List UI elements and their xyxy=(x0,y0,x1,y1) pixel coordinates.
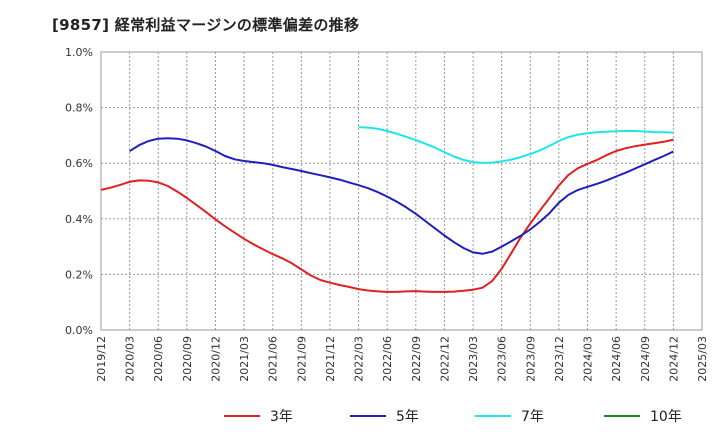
series-line-3年 xyxy=(100,138,674,293)
legend-label: 10年 xyxy=(650,409,682,425)
x-tick-label: 2022/03 xyxy=(353,336,366,382)
x-tick-label: 2020/09 xyxy=(181,336,194,382)
chart-legend: 3年 5年 7年 10年 xyxy=(0,404,720,428)
legend-label: 7年 xyxy=(521,409,544,425)
x-tick-label: 2023/06 xyxy=(496,336,509,382)
x-tick-label: 2022/06 xyxy=(381,336,394,382)
x-tick-label: 2024/09 xyxy=(639,336,652,382)
x-tick-label: 2020/03 xyxy=(124,336,137,382)
x-tick-label: 2022/12 xyxy=(438,336,451,382)
x-tick-label: 2024/06 xyxy=(610,336,623,382)
legend-item: 7年 xyxy=(475,404,544,428)
x-tick-label: 2020/06 xyxy=(152,336,165,382)
legend-swatch xyxy=(224,415,260,417)
legend-item: 3年 xyxy=(224,404,293,428)
x-tick-label: 2021/12 xyxy=(324,336,337,382)
x-tick-label: 2024/03 xyxy=(582,336,595,382)
x-tick-label: 2021/06 xyxy=(267,336,280,382)
y-tick-label: 0.4% xyxy=(65,213,93,226)
line-chart: 0.0% 0.2% 0.4% 0.6% 0.8% 1.0% 2019/12 2020/03 20… xyxy=(65,46,709,382)
series-line-7年 xyxy=(358,126,674,164)
y-tick-label: 0.6% xyxy=(65,157,93,170)
x-tick-label: 2022/09 xyxy=(410,336,423,382)
x-tick-label: 2023/09 xyxy=(524,336,537,382)
series-layer xyxy=(100,126,674,293)
legend-item: 5年 xyxy=(350,404,419,428)
legend-label: 3年 xyxy=(270,409,293,425)
legend-swatch xyxy=(475,415,511,417)
grid-layer xyxy=(100,51,703,331)
x-tick-label: 2019/12 xyxy=(95,336,108,382)
x-tick-label: 2021/03 xyxy=(238,336,251,382)
x-tick-label: 2020/12 xyxy=(209,336,222,382)
chart-title: [9857] 経常利益マージンの標準偏差の推移 xyxy=(52,16,360,34)
x-tick-label: 2021/09 xyxy=(295,336,308,382)
legend-swatch xyxy=(604,415,640,417)
axis-layer: 0.0% 0.2% 0.4% 0.6% 0.8% 1.0% 2019/12 2020/03 20… xyxy=(65,46,709,382)
y-tick-label: 0.8% xyxy=(65,102,93,115)
x-tick-label: 2025/03 xyxy=(696,336,709,382)
y-tick-label: 0.2% xyxy=(65,268,93,281)
x-tick-label: 2023/12 xyxy=(553,336,566,382)
y-tick-label: 1.0% xyxy=(65,46,93,59)
y-tick-label: 0.0% xyxy=(65,324,93,337)
series-line-5年 xyxy=(129,137,674,255)
x-tick-label: 2023/03 xyxy=(467,336,480,382)
legend-item: 10年 xyxy=(604,404,682,428)
legend-swatch xyxy=(350,415,386,417)
plot-area xyxy=(100,51,703,331)
x-tick-label: 2024/12 xyxy=(667,336,680,382)
legend-label: 5年 xyxy=(396,409,419,425)
